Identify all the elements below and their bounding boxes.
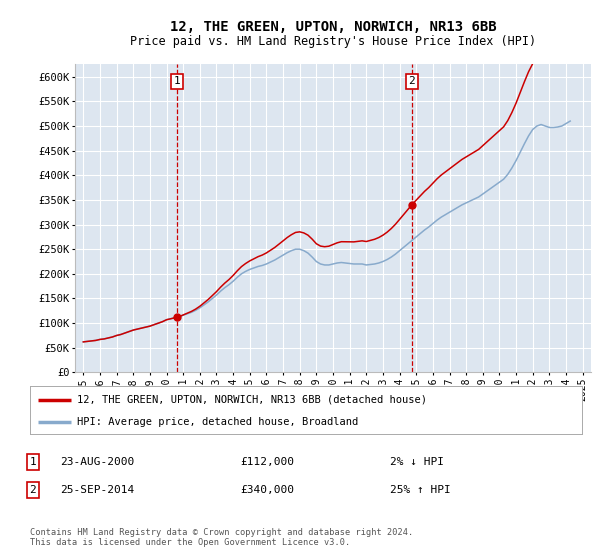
- Text: 12, THE GREEN, UPTON, NORWICH, NR13 6BB: 12, THE GREEN, UPTON, NORWICH, NR13 6BB: [170, 20, 496, 34]
- Text: 23-AUG-2000: 23-AUG-2000: [60, 457, 134, 467]
- Text: HPI: Average price, detached house, Broadland: HPI: Average price, detached house, Broa…: [77, 417, 358, 427]
- Text: 2: 2: [409, 76, 415, 86]
- Text: 2: 2: [29, 485, 37, 495]
- Text: 1: 1: [174, 76, 181, 86]
- Text: £112,000: £112,000: [240, 457, 294, 467]
- Text: 12, THE GREEN, UPTON, NORWICH, NR13 6BB (detached house): 12, THE GREEN, UPTON, NORWICH, NR13 6BB …: [77, 395, 427, 405]
- Text: 25% ↑ HPI: 25% ↑ HPI: [390, 485, 451, 495]
- Text: 2% ↓ HPI: 2% ↓ HPI: [390, 457, 444, 467]
- Text: 25-SEP-2014: 25-SEP-2014: [60, 485, 134, 495]
- Text: Price paid vs. HM Land Registry's House Price Index (HPI): Price paid vs. HM Land Registry's House …: [130, 35, 536, 48]
- Text: Contains HM Land Registry data © Crown copyright and database right 2024.
This d: Contains HM Land Registry data © Crown c…: [30, 528, 413, 547]
- Text: 1: 1: [29, 457, 37, 467]
- Text: £340,000: £340,000: [240, 485, 294, 495]
